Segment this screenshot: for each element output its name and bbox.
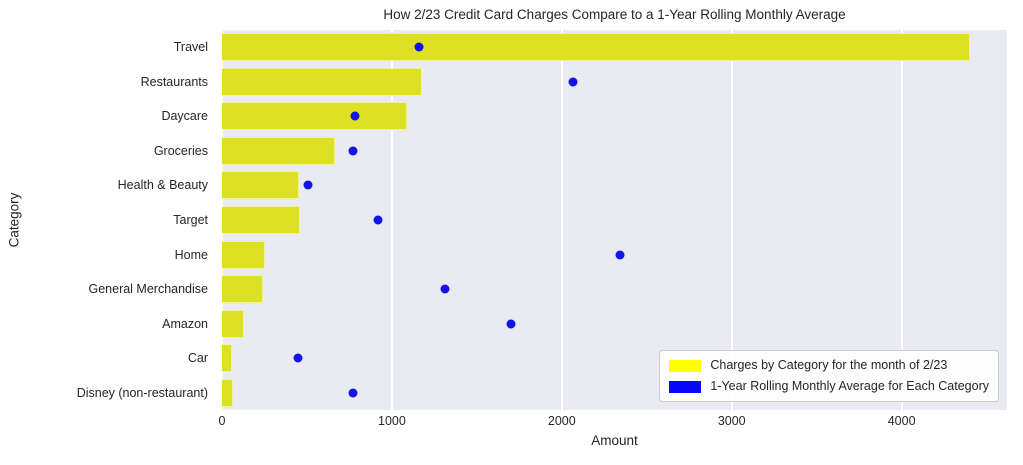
y-tick-label: Groceries xyxy=(153,143,208,158)
avg-dot xyxy=(303,180,313,190)
bar xyxy=(222,240,266,269)
x-tick-label: 3000 xyxy=(717,414,746,428)
legend-label-average: 1-Year Rolling Monthly Average for Each … xyxy=(710,379,989,393)
bar xyxy=(222,102,408,131)
x-tick-label: 1000 xyxy=(378,414,406,428)
y-tick-label: Home xyxy=(174,247,208,262)
bar xyxy=(222,344,233,373)
avg-dot xyxy=(373,215,383,225)
avg-dot xyxy=(348,388,358,398)
y-tick-label: Health & Beauty xyxy=(117,178,208,193)
y-tick-label: Disney (non-restaurant) xyxy=(76,385,208,400)
avg-dot xyxy=(348,146,358,156)
legend-swatch-charges-icon xyxy=(669,359,702,372)
y-tick-label: Daycare xyxy=(161,109,208,124)
gridline xyxy=(900,30,903,410)
y-tick-label: Travel xyxy=(173,40,208,55)
bar xyxy=(222,33,970,62)
gridline xyxy=(730,30,733,410)
y-tick-label: Car xyxy=(187,351,208,366)
avg-dot xyxy=(568,77,578,87)
chart-title: How 2/23 Credit Card Charges Compare to … xyxy=(383,7,846,22)
avg-dot xyxy=(506,319,516,329)
x-tick-labels: 0 1000 2000 3000 4000 xyxy=(218,414,1007,430)
avg-dot xyxy=(440,284,450,294)
legend: Charges by Category for the month of 2/2… xyxy=(659,350,999,402)
legend-item-average: 1-Year Rolling Monthly Average for Each … xyxy=(669,377,989,396)
plot-area: Charges by Category for the month of 2/2… xyxy=(221,30,1007,410)
avg-dot xyxy=(293,353,303,363)
legend-label-charges: Charges by Category for the month of 2/2… xyxy=(710,358,948,372)
x-tick-label: 0 xyxy=(218,414,226,428)
y-tick-label: Target xyxy=(173,213,208,227)
y-tick-label: General Merchandise xyxy=(88,282,208,297)
bar xyxy=(222,206,301,234)
y-tick-label: Amazon xyxy=(162,316,208,331)
legend-swatch-average-icon xyxy=(669,380,702,393)
bar xyxy=(222,67,422,96)
avg-dot xyxy=(615,250,625,260)
y-tick-label: Restaurants xyxy=(140,74,208,89)
bar xyxy=(222,309,245,338)
legend-item-charges: Charges by Category for the month of 2/2… xyxy=(669,356,989,375)
avg-dot xyxy=(414,42,424,52)
bar xyxy=(222,171,300,200)
bar xyxy=(222,136,335,165)
avg-dot xyxy=(350,111,360,121)
x-axis-label: Amount xyxy=(591,433,638,448)
x-tick-label: 2000 xyxy=(547,414,576,428)
x-tick-label: 4000 xyxy=(887,414,916,428)
bar xyxy=(222,275,263,304)
gridline xyxy=(390,30,393,410)
gridline xyxy=(560,30,563,410)
y-tick-labels: Travel Restaurants Daycare Groceries Health … xyxy=(0,30,214,410)
bar xyxy=(222,378,234,407)
